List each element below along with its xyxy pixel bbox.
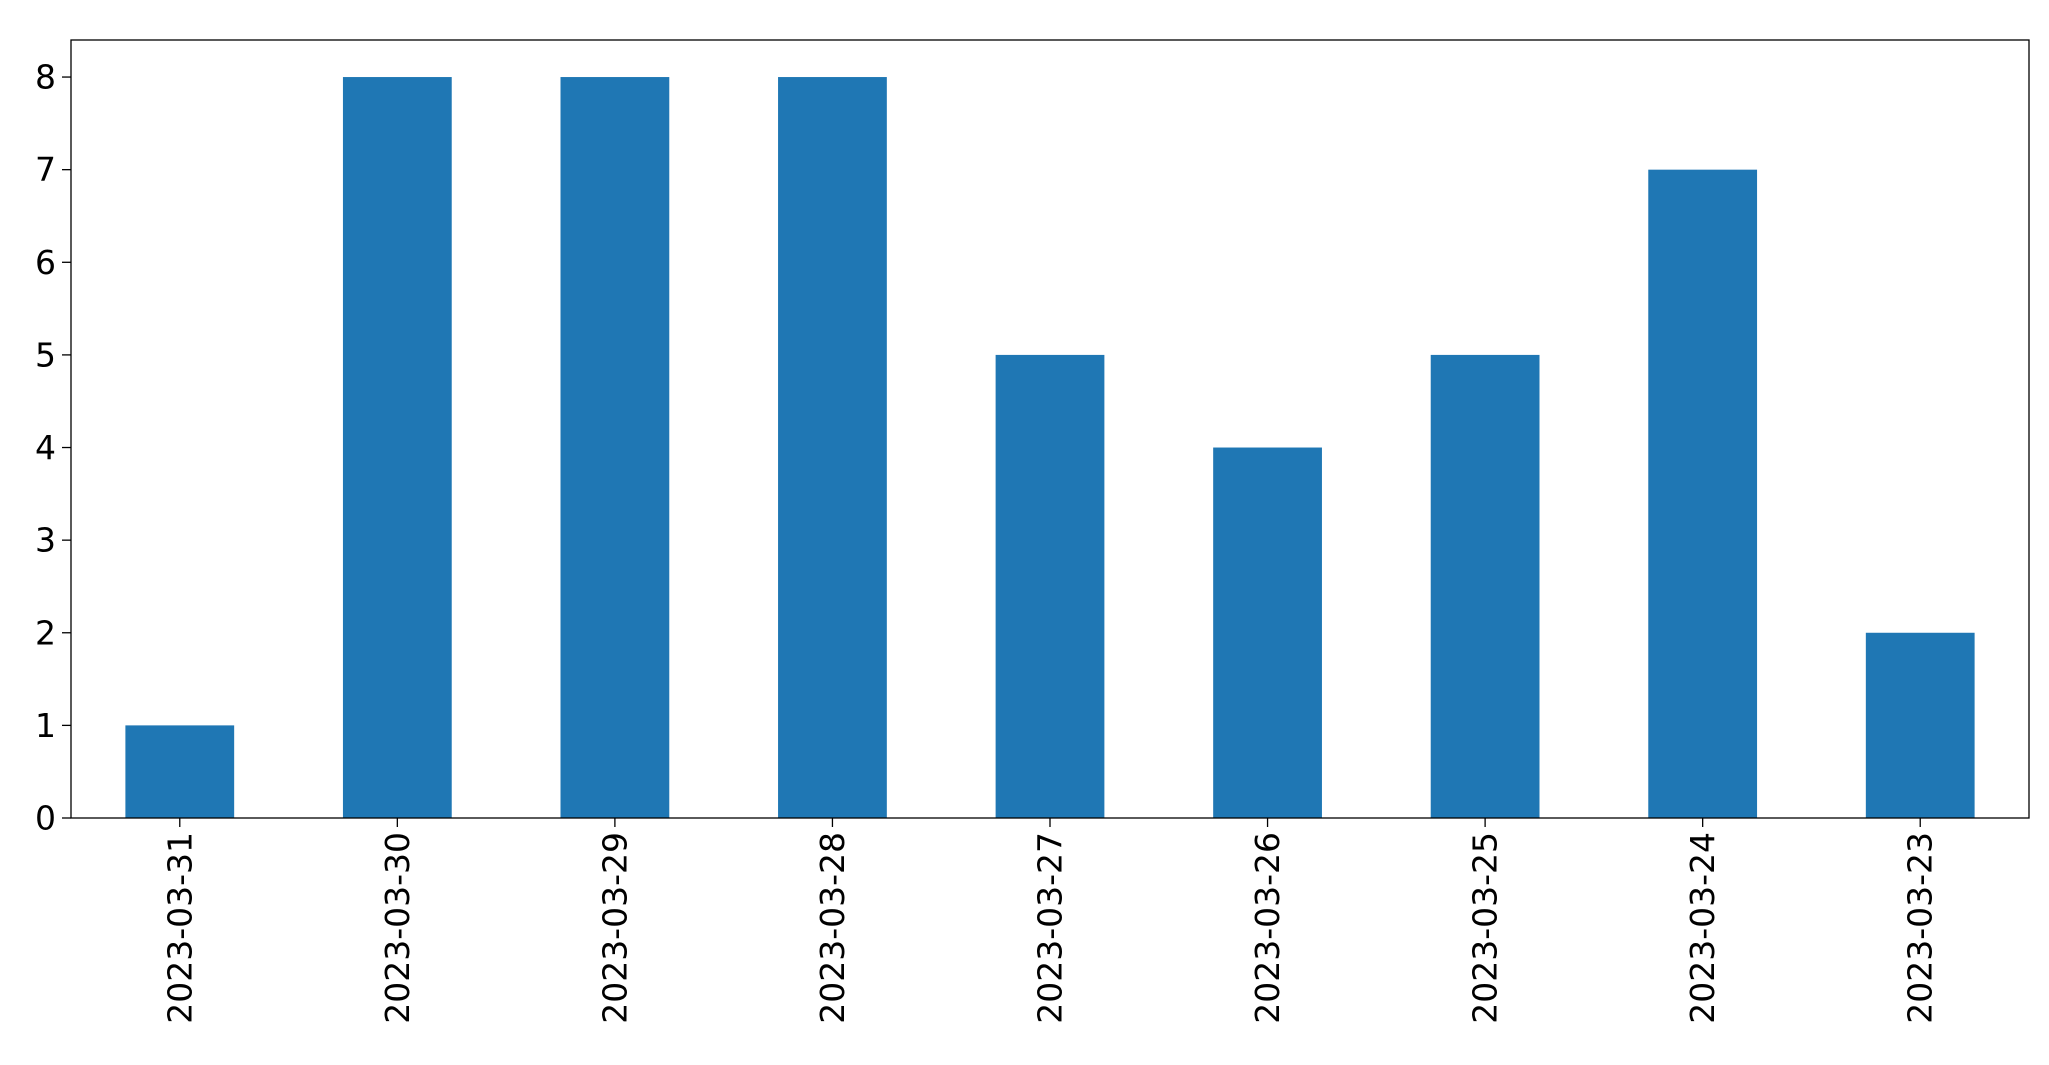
- y-tick-label: 4: [35, 428, 56, 467]
- x-axis-ticks: 2023-03-31 2023-03-30 2023-03-29 2023-03-28…: [160, 818, 1940, 1024]
- bar-2023-03-24: [1648, 169, 1758, 818]
- y-axis-ticks: 0 1 2 3 4 5 6 7 8: [35, 58, 71, 838]
- bar-2023-03-25: [1430, 354, 1540, 818]
- bar-2023-03-28: [778, 77, 887, 819]
- x-tick-label: 2023-03-29: [595, 832, 634, 1024]
- y-tick-label: 2: [35, 613, 56, 652]
- y-tick-label: 6: [35, 243, 56, 282]
- x-tick-label: 2023-03-28: [813, 832, 852, 1024]
- bar-2023-03-26: [1213, 447, 1322, 818]
- y-tick-label: 0: [35, 799, 56, 838]
- bars-layer: [125, 77, 1975, 819]
- x-tick-label: 2023-03-31: [160, 832, 199, 1024]
- y-tick-label: 8: [35, 58, 56, 97]
- x-tick-label: 2023-03-27: [1031, 832, 1070, 1024]
- x-tick-label: 2023-03-23: [1901, 832, 1940, 1024]
- y-tick-label: 3: [35, 521, 56, 560]
- plot-frame: [70, 39, 2030, 819]
- x-tick-label: 2023-03-25: [1466, 832, 1505, 1024]
- x-tick-label: 2023-03-26: [1248, 832, 1287, 1024]
- bar-2023-03-30: [342, 77, 452, 819]
- bar-2023-03-27: [995, 354, 1105, 818]
- bar-2023-03-23: [1865, 632, 1975, 818]
- bar-2023-03-29: [560, 77, 670, 819]
- y-tick-label: 7: [35, 150, 56, 189]
- x-tick-label: 2023-03-24: [1683, 832, 1722, 1024]
- bar-2023-03-31: [125, 725, 235, 818]
- y-tick-label: 5: [35, 335, 56, 374]
- x-tick-label: 2023-03-30: [378, 832, 417, 1024]
- y-tick-label: 1: [35, 706, 56, 745]
